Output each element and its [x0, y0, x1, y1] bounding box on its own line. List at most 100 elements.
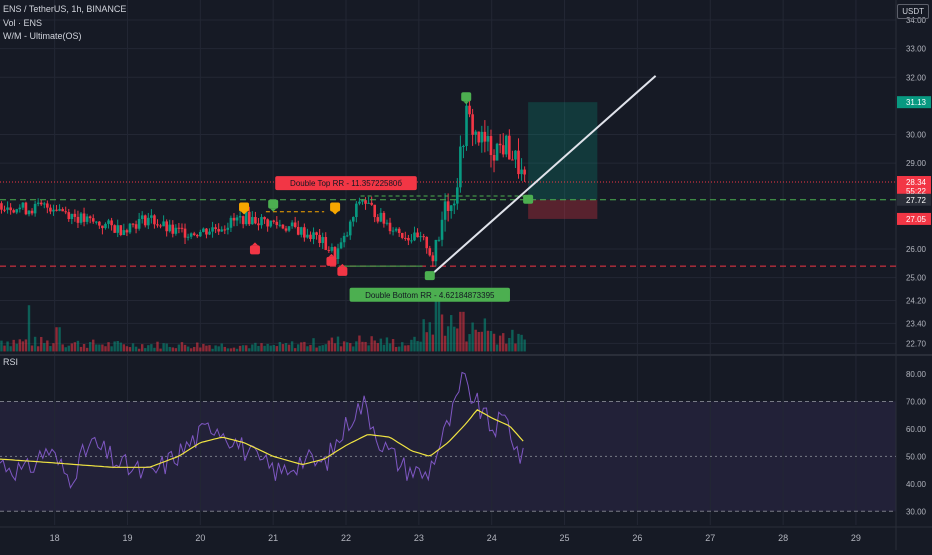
volume-bar-73	[223, 346, 227, 352]
candle-body-27	[82, 213, 86, 222]
volume-bar-121	[370, 336, 373, 352]
candle-body-146	[446, 201, 450, 212]
candle-body-41	[125, 230, 129, 233]
signal-marker-8	[424, 271, 435, 281]
volume-bar-7	[21, 341, 25, 352]
price-tick-label-3: 30.00	[906, 131, 927, 140]
rr-annotation-text-0: Double Top RR - 11.35722580б	[290, 179, 402, 188]
candle-body-30	[91, 218, 95, 222]
volume-bar-39	[119, 342, 122, 352]
symbol-title: ENS / TetherUS, 1h, BINANCE	[3, 4, 127, 14]
volume-bar-31	[95, 344, 98, 352]
volume-bar-169	[517, 333, 520, 352]
volume-bar-55	[168, 346, 171, 352]
candle-body-101	[309, 234, 312, 240]
candle-body-168	[514, 150, 517, 160]
candle-body-48	[147, 217, 150, 226]
candle-body-90	[275, 221, 279, 226]
candle-body-85	[260, 217, 263, 226]
candle-body-24	[73, 213, 77, 217]
candle-body-147	[449, 205, 453, 212]
candle-body-33	[101, 225, 104, 229]
volume-bar-158	[483, 318, 487, 352]
volume-bar-120	[367, 345, 370, 352]
candle-body-47	[143, 215, 147, 226]
signal-marker-pointer-5	[251, 242, 258, 246]
candle-body-37	[113, 225, 116, 233]
time-tick-label-9: 27	[705, 533, 715, 543]
signal-marker-2	[330, 202, 341, 212]
candle-body-68	[208, 231, 211, 235]
signal-marker-5	[249, 245, 260, 255]
volume-bar-17	[52, 343, 55, 352]
candle-body-50	[153, 215, 156, 225]
candle-body-40	[122, 230, 126, 236]
candle-body-11	[33, 203, 37, 214]
volume-bar-29	[88, 342, 92, 352]
candle-body-167	[511, 159, 514, 161]
volume-bar-165	[505, 343, 508, 352]
candle-body-166	[508, 135, 511, 160]
volume-bar-112	[342, 341, 346, 352]
candle-body-132	[404, 237, 407, 239]
candle-body-134	[410, 240, 413, 242]
volume-bar-1	[3, 345, 6, 352]
candle-body-161	[492, 155, 496, 161]
volume-bar-10	[30, 345, 34, 352]
volume-bar-50	[153, 347, 156, 352]
signal-marker-pointer-6	[328, 253, 335, 257]
volume-bar-62	[189, 348, 193, 352]
time-tick-label-4: 22	[341, 533, 351, 543]
volume-bar-100	[306, 346, 309, 352]
candle-body-154	[471, 114, 474, 135]
candle-body-159	[486, 136, 490, 142]
candle-body-22	[67, 212, 71, 220]
time-tick-label-10: 28	[778, 533, 788, 543]
time-tick-label-8: 26	[632, 533, 642, 543]
candle-body-81	[247, 211, 251, 225]
candle-body-15	[46, 203, 49, 208]
candle-body-65	[199, 231, 202, 237]
rsi-tick-label-3: 50.00	[906, 452, 927, 461]
price-label-box-4	[897, 212, 931, 225]
price-label-box-0	[897, 96, 931, 109]
volume-bar-15	[46, 340, 49, 352]
volume-bar-5	[15, 343, 18, 352]
volume-bar-123	[376, 343, 379, 352]
candle-body-145	[443, 201, 447, 220]
volume-bar-122	[373, 340, 376, 352]
volume-bar-126	[385, 337, 389, 352]
candle-body-77	[235, 217, 239, 221]
candle-body-7	[21, 202, 25, 208]
volume-bar-160	[489, 331, 493, 352]
time-tick-label-11: 29	[851, 533, 861, 543]
volume-bar-20	[61, 344, 64, 352]
volume-bar-93	[284, 343, 288, 352]
volume-bar-2	[6, 341, 9, 352]
volume-bar-133	[407, 345, 410, 352]
price-label-text-1: 28.34	[906, 178, 927, 187]
candle-body-171	[523, 169, 526, 175]
volume-bar-19	[58, 327, 61, 352]
volume-bar-33	[101, 344, 104, 352]
volume-bar-34	[104, 346, 107, 352]
volume-bar-170	[520, 334, 523, 352]
volume-bar-90	[275, 346, 279, 352]
volume-bar-84	[257, 345, 260, 352]
signal-marker-6	[326, 256, 337, 266]
volume-bar-161	[492, 333, 496, 352]
candle-body-163	[498, 143, 502, 146]
volume-bar-119	[364, 341, 367, 352]
volume-bar-64	[196, 342, 199, 352]
currency-badge[interactable]: USDT	[897, 4, 929, 19]
volume-bar-44	[134, 346, 138, 352]
volume-bar-102	[312, 338, 315, 352]
candle-body-127	[388, 222, 392, 232]
volume-bar-21	[64, 347, 67, 352]
candle-body-140	[428, 248, 432, 256]
volume-bar-30	[92, 339, 95, 352]
volume-bar-95	[290, 341, 294, 352]
signal-marker-9	[523, 194, 534, 204]
candle-body-107	[327, 249, 331, 251]
